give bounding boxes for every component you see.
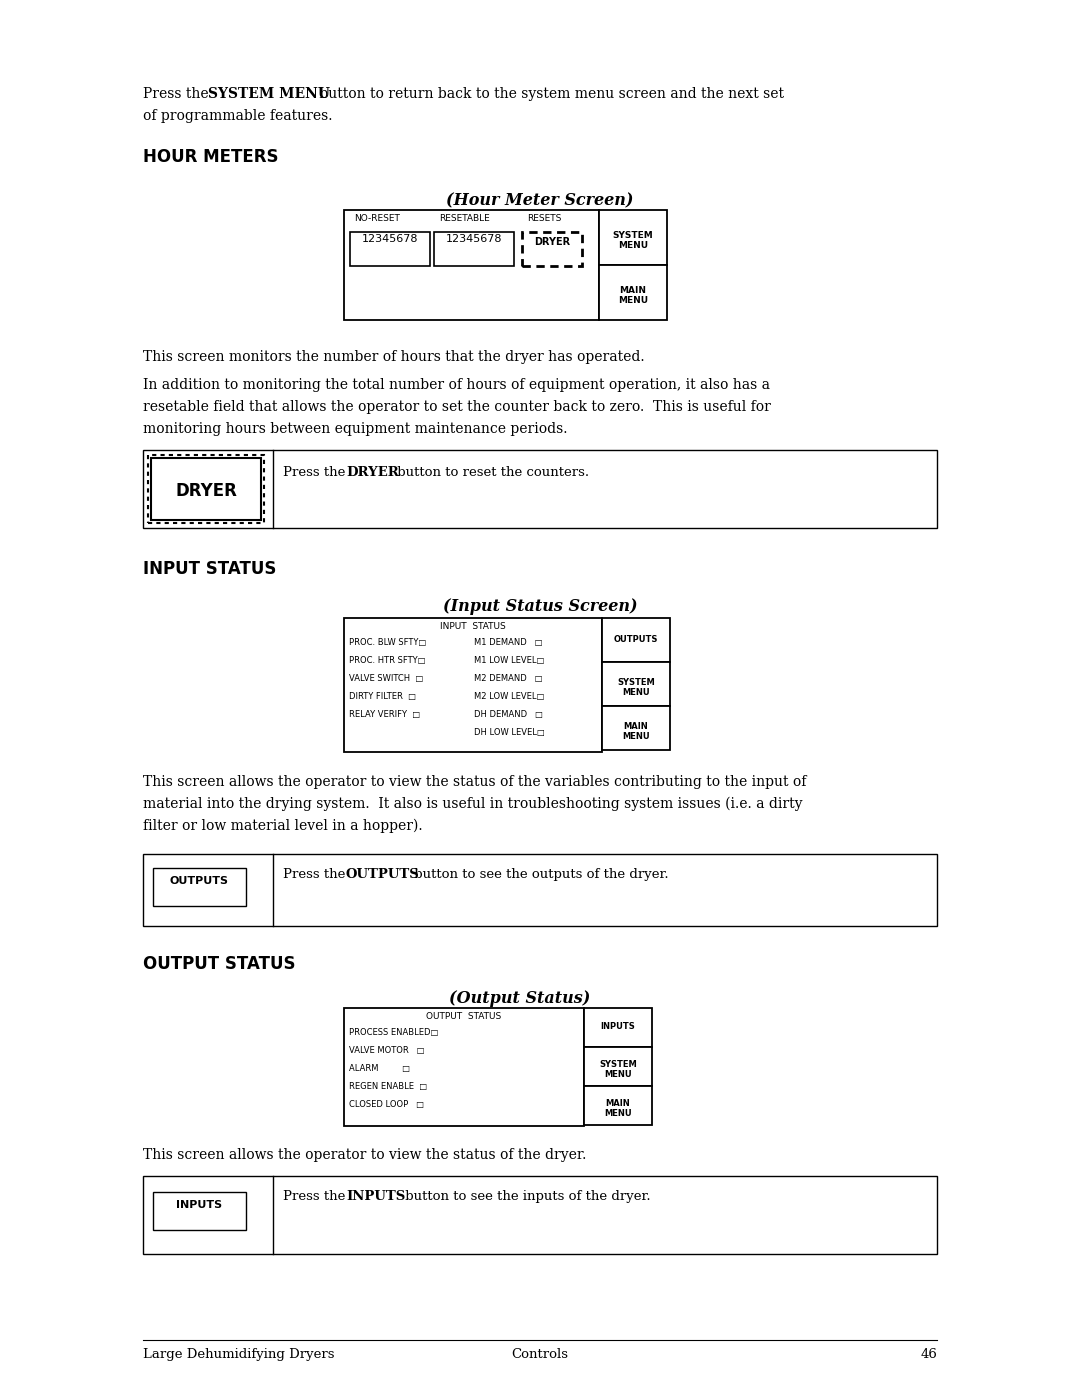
Bar (584, 1009, 652, 1046)
Bar (143, 1176, 937, 1255)
Bar (157, 1196, 242, 1227)
Text: button to return back to the system menu screen and the next set: button to return back to the system menu… (315, 87, 784, 101)
Text: Large Dehumidifying Dryers: Large Dehumidifying Dryers (143, 1348, 335, 1361)
Bar (151, 458, 261, 520)
Bar (143, 450, 937, 528)
Text: This screen monitors the number of hours that the dryer has operated.: This screen monitors the number of hours… (143, 351, 645, 365)
Text: Press the: Press the (283, 467, 350, 479)
Bar (345, 1009, 584, 1126)
Text: of programmable features.: of programmable features. (143, 109, 333, 123)
Text: This screen allows the operator to view the status of the variables contributing: This screen allows the operator to view … (143, 775, 807, 789)
Text: INPUT  STATUS: INPUT STATUS (441, 622, 505, 631)
Text: RESETS: RESETS (527, 214, 562, 224)
Text: RESETABLE: RESETABLE (438, 214, 489, 224)
Text: Press the: Press the (283, 1190, 350, 1203)
Text: M2 LOW LEVEL□: M2 LOW LEVEL□ (474, 692, 544, 701)
Text: INPUTS: INPUTS (346, 1190, 405, 1203)
Text: (Hour Meter Screen): (Hour Meter Screen) (446, 191, 634, 210)
Text: MAIN: MAIN (623, 722, 648, 731)
Text: OUTPUTS: OUTPUTS (170, 876, 229, 886)
Text: MAIN: MAIN (620, 286, 647, 295)
Text: button to see the outputs of the dryer.: button to see the outputs of the dryer. (410, 868, 669, 882)
Text: OUTPUTS: OUTPUTS (346, 868, 420, 882)
Text: HOUR METERS: HOUR METERS (143, 148, 279, 166)
Text: MENU: MENU (618, 242, 648, 250)
Text: NO-RESET: NO-RESET (354, 214, 400, 224)
Text: MENU: MENU (622, 687, 650, 697)
Bar (350, 232, 430, 265)
Text: ALARM         □: ALARM □ (349, 1065, 410, 1073)
Text: 12345678: 12345678 (362, 235, 418, 244)
Text: SYSTEM: SYSTEM (599, 1060, 637, 1069)
Text: RELAY VERIFY  □: RELAY VERIFY □ (349, 710, 420, 719)
Text: DIRTY FILTER  □: DIRTY FILTER □ (349, 692, 416, 701)
Bar (345, 210, 599, 320)
Bar (522, 232, 582, 265)
Text: PROC. BLW SFTY□: PROC. BLW SFTY□ (349, 638, 427, 647)
Bar (143, 854, 937, 926)
Text: monitoring hours between equipment maintenance periods.: monitoring hours between equipment maint… (143, 422, 567, 436)
Text: INPUTS: INPUTS (176, 1200, 222, 1210)
Bar (148, 455, 264, 522)
Bar (153, 868, 246, 907)
Text: PROC. HTR SFTY□: PROC. HTR SFTY□ (349, 657, 426, 665)
Text: PROCESS ENABLED□: PROCESS ENABLED□ (349, 1028, 438, 1037)
Text: (Input Status Screen): (Input Status Screen) (443, 598, 637, 615)
Text: MENU: MENU (618, 296, 648, 305)
Text: button to see the inputs of the dryer.: button to see the inputs of the dryer. (401, 1190, 650, 1203)
Text: SYSTEM: SYSTEM (612, 231, 653, 240)
Text: Controls: Controls (512, 1348, 568, 1361)
Text: M1 DEMAND   □: M1 DEMAND □ (474, 638, 542, 647)
Text: REGEN ENABLE  □: REGEN ENABLE □ (349, 1083, 427, 1091)
Bar (599, 210, 667, 265)
Text: M1 LOW LEVEL□: M1 LOW LEVEL□ (474, 657, 544, 665)
Bar (434, 232, 514, 265)
Bar (602, 705, 670, 750)
Text: OUTPUT STATUS: OUTPUT STATUS (143, 956, 296, 972)
Bar (602, 662, 670, 705)
Text: button to reset the counters.: button to reset the counters. (393, 467, 589, 479)
Text: DRYER: DRYER (346, 467, 399, 479)
Text: VALVE MOTOR   □: VALVE MOTOR □ (349, 1046, 424, 1055)
Text: DH LOW LEVEL□: DH LOW LEVEL□ (474, 728, 544, 738)
Text: Press the: Press the (143, 87, 213, 101)
Text: This screen allows the operator to view the status of the dryer.: This screen allows the operator to view … (143, 1148, 586, 1162)
Bar (157, 872, 242, 902)
Text: Press the: Press the (283, 868, 350, 882)
Text: DRYER: DRYER (175, 482, 237, 500)
Text: DH DEMAND   □: DH DEMAND □ (474, 710, 543, 719)
Text: MENU: MENU (622, 732, 650, 740)
Text: MENU: MENU (604, 1109, 632, 1118)
Text: SYSTEM MENU: SYSTEM MENU (208, 87, 330, 101)
Text: resetable field that allows the operator to set the counter back to zero.  This : resetable field that allows the operator… (143, 400, 771, 414)
Text: OUTPUTS: OUTPUTS (613, 636, 658, 644)
Text: MAIN: MAIN (606, 1099, 631, 1108)
Text: 46: 46 (920, 1348, 937, 1361)
Bar (345, 617, 602, 752)
Text: VALVE SWITCH  □: VALVE SWITCH □ (349, 673, 423, 683)
Bar (584, 1085, 652, 1125)
Text: CLOSED LOOP   □: CLOSED LOOP □ (349, 1099, 424, 1109)
Bar (153, 1192, 246, 1229)
Text: INPUTS: INPUTS (600, 1023, 635, 1031)
Text: In addition to monitoring the total number of hours of equipment operation, it a: In addition to monitoring the total numb… (143, 379, 770, 393)
Text: DRYER: DRYER (534, 237, 570, 247)
Text: M2 DEMAND   □: M2 DEMAND □ (474, 673, 542, 683)
Text: INPUT STATUS: INPUT STATUS (143, 560, 276, 578)
Text: (Output Status): (Output Status) (449, 990, 591, 1007)
Text: 12345678: 12345678 (446, 235, 502, 244)
Text: filter or low material level in a hopper).: filter or low material level in a hopper… (143, 819, 422, 834)
Bar (602, 617, 670, 662)
Bar (584, 1046, 652, 1085)
Text: OUTPUT  STATUS: OUTPUT STATUS (427, 1011, 501, 1021)
Bar (599, 265, 667, 320)
Text: MENU: MENU (604, 1070, 632, 1078)
Text: material into the drying system.  It also is useful in troubleshooting system is: material into the drying system. It also… (143, 798, 802, 812)
Text: SYSTEM: SYSTEM (617, 678, 654, 687)
